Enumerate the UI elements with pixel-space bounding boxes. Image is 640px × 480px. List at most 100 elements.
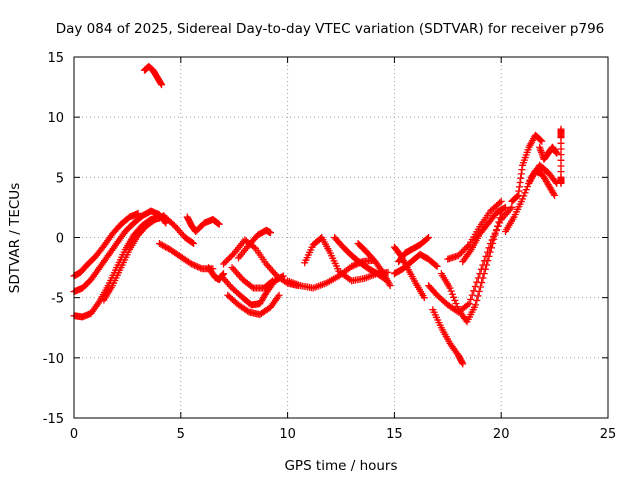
data-point — [485, 252, 493, 260]
data-point — [248, 283, 256, 291]
y-tick-label: 5 — [56, 171, 64, 186]
data-point — [513, 192, 521, 200]
data-point — [349, 262, 357, 270]
axis-ticks — [73, 56, 609, 419]
data-point — [501, 203, 509, 211]
data-point — [464, 301, 472, 309]
data-point — [433, 262, 441, 270]
data-point — [550, 190, 558, 198]
data-point — [244, 307, 252, 315]
data-point — [557, 179, 565, 187]
data-point — [269, 277, 277, 285]
x-tick-label: 10 — [279, 427, 296, 442]
data-point — [214, 220, 222, 228]
data-point — [553, 149, 561, 157]
data-point — [191, 261, 199, 269]
data-point — [420, 294, 428, 302]
data-point — [169, 220, 177, 228]
data-point — [489, 240, 497, 248]
data-point — [194, 263, 202, 271]
data-point — [425, 234, 433, 241]
data-point — [351, 261, 359, 269]
data-point — [494, 222, 502, 230]
data-point — [134, 209, 142, 217]
data-point — [508, 203, 516, 211]
data-point — [470, 287, 478, 295]
data-point — [492, 227, 500, 235]
data-point — [496, 214, 504, 222]
x-tick-label: 0 — [70, 427, 78, 442]
data-point — [474, 292, 482, 300]
data-point — [462, 244, 470, 252]
y-tick-label: 10 — [47, 111, 64, 126]
y-tick-label: -5 — [51, 292, 64, 307]
y-tick-label: 15 — [47, 51, 64, 66]
y-tick-label: -10 — [43, 352, 64, 367]
data-point — [458, 248, 466, 256]
data-point — [386, 282, 394, 290]
data-point — [451, 296, 459, 304]
data-point — [487, 244, 495, 252]
data-point — [187, 260, 195, 268]
data-point — [468, 291, 476, 299]
data-point — [423, 235, 431, 243]
data-point — [267, 229, 275, 237]
data-point — [189, 261, 197, 269]
data-point — [267, 278, 275, 286]
data-point — [490, 235, 498, 243]
x-axis-label: GPS time / hours — [284, 458, 397, 474]
data-point — [461, 245, 469, 253]
data-point — [224, 255, 232, 263]
data-point — [496, 199, 504, 207]
data-point — [223, 257, 231, 265]
data-point — [484, 257, 492, 265]
data-point — [481, 265, 489, 273]
data-point — [467, 295, 475, 303]
data-point — [538, 137, 546, 145]
data-point — [158, 81, 166, 89]
data-point — [195, 263, 203, 271]
data-point — [197, 264, 205, 272]
data-point — [432, 261, 440, 269]
data-point — [456, 250, 464, 258]
data-point — [229, 251, 237, 259]
x-tick-label: 20 — [493, 427, 510, 442]
data-point — [495, 218, 503, 226]
data-point — [486, 248, 494, 256]
data-point — [476, 283, 484, 291]
data-point — [459, 360, 467, 368]
y-tick-label: -15 — [43, 412, 64, 427]
data-point — [348, 262, 356, 270]
data-point — [464, 242, 472, 250]
data-point — [447, 287, 455, 295]
data-point — [215, 220, 223, 228]
data-point — [279, 272, 287, 280]
data-point — [491, 231, 499, 239]
data-point — [188, 239, 196, 247]
data-point — [472, 301, 480, 309]
data-point — [448, 290, 456, 298]
data-point — [226, 254, 234, 262]
y-tick-labels: -15 -10 -5 0 5 10 15 — [43, 51, 64, 427]
y-axis-label: SDTVAR / TECUs — [7, 183, 23, 293]
data-point — [483, 261, 491, 269]
data-point — [479, 274, 487, 282]
data-point — [537, 136, 545, 144]
x-tick-label: 25 — [600, 427, 617, 442]
data-point — [521, 189, 529, 197]
data-points — [70, 63, 565, 368]
data-point — [523, 183, 531, 191]
data-point — [450, 293, 458, 301]
data-point — [453, 303, 461, 311]
data-point — [500, 204, 508, 212]
chart-title: Day 084 of 2025, Sidereal Day-to-day VTE… — [56, 21, 605, 37]
data-point — [278, 273, 286, 281]
x-tick-label: 15 — [386, 427, 403, 442]
data-point — [465, 300, 473, 308]
data-point — [275, 291, 283, 299]
data-point — [551, 191, 559, 199]
data-point — [480, 270, 488, 278]
data-point — [519, 195, 527, 203]
data-point — [452, 300, 460, 308]
